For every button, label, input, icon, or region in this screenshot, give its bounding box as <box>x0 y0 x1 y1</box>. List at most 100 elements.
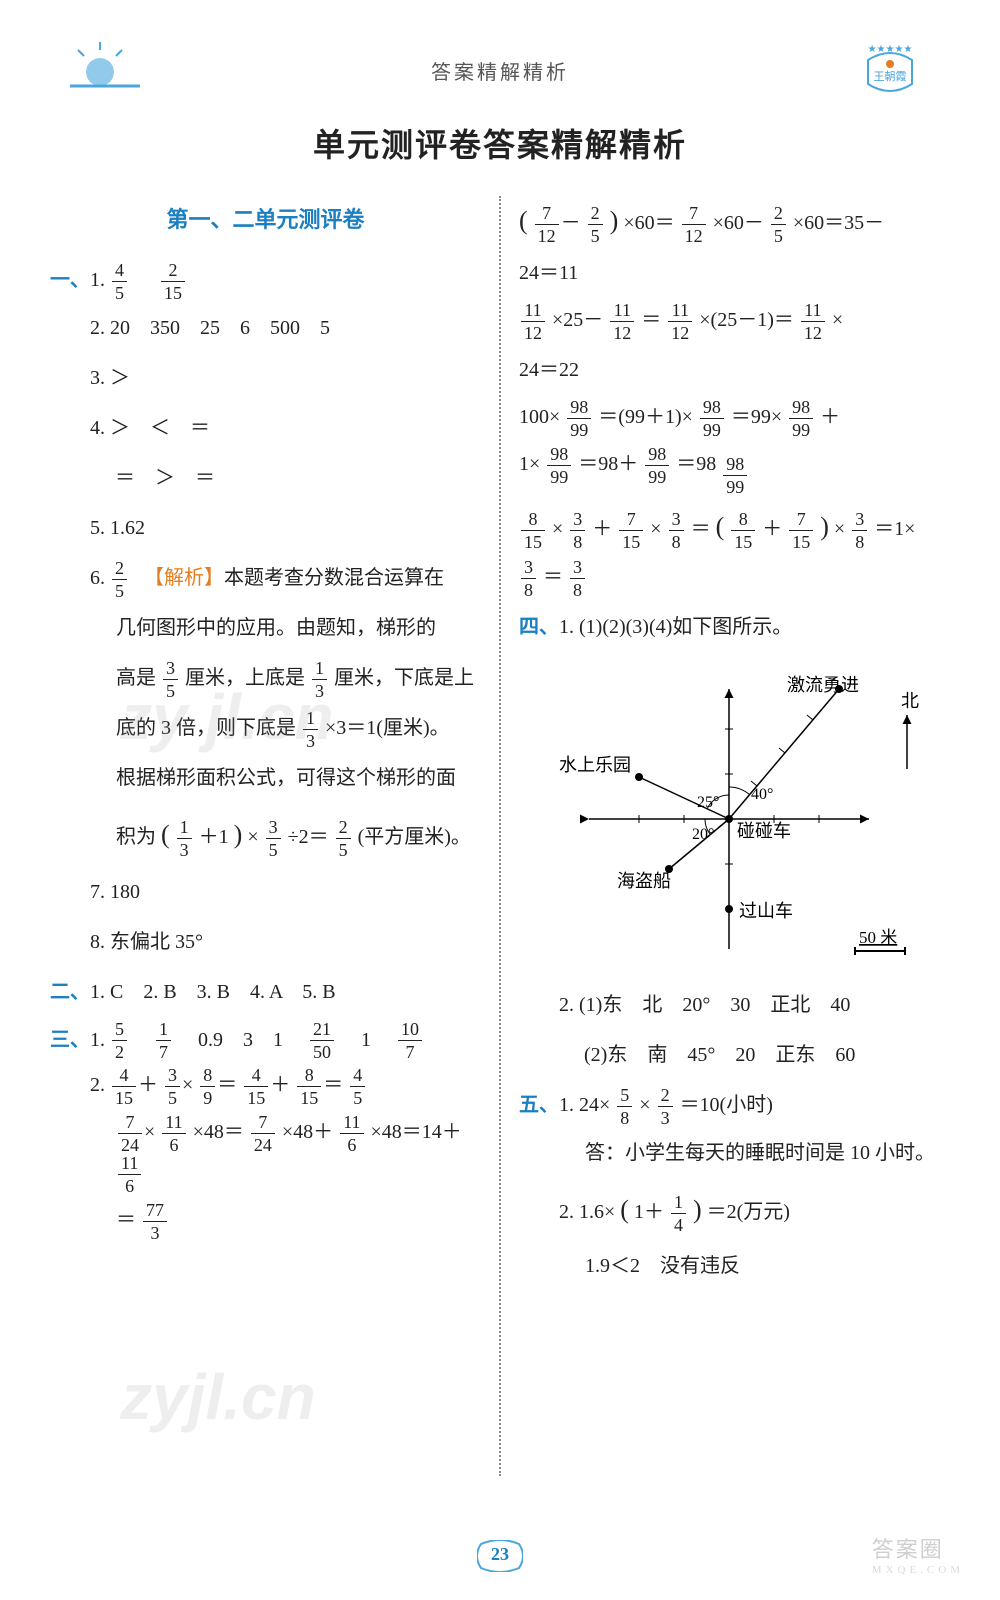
frac: 23 <box>658 1086 673 1127</box>
t: ×25－ <box>552 309 603 331</box>
q1-prefix: 1. <box>90 269 110 291</box>
frac: 2150 <box>310 1020 334 1061</box>
r4: 815 × 38 ＋ 715 × 38 ＝ ( 815 ＋ 715 ) × 38… <box>519 502 950 551</box>
compass-figure: 25° 20° 40° 激流勇进 水上乐园 碰碰车 海盗船 过山车 北 <box>529 659 929 979</box>
svg-text:北: 北 <box>901 691 919 711</box>
t: ＋ <box>592 518 612 540</box>
frac: 25 <box>588 204 603 245</box>
sun-icon <box>70 40 140 90</box>
q6-line1: 6. 25 【解析】本题考查分数混合运算在 <box>50 556 481 600</box>
svg-text:20°: 20° <box>692 826 714 843</box>
q4b: ＝ ＞ ＝ <box>50 456 481 500</box>
svg-text:激流勇进: 激流勇进 <box>787 675 859 695</box>
text: (平方厘米)。 <box>358 826 471 848</box>
frac: 35 <box>266 818 281 859</box>
frac: 712 <box>535 204 559 245</box>
q2: 2. 20 350 25 6 500 5 <box>50 306 481 350</box>
text: 本题考查分数混合运算在 <box>224 567 444 589</box>
frac: 815 <box>297 1066 321 1107</box>
svg-text:40°: 40° <box>751 786 773 803</box>
q6-line3: 高是 35 厘米，上底是 13 厘米，下底是上 <box>50 656 481 700</box>
t: ＋ <box>820 406 840 428</box>
t: × <box>639 1094 650 1116</box>
label-four: 四、 <box>519 605 559 649</box>
t: ×60－ <box>713 212 764 234</box>
frac: 1112 <box>521 301 545 342</box>
t: ×(25－1)＝ <box>699 309 794 331</box>
frac: 38 <box>852 510 867 551</box>
label-five: 五、 <box>519 1083 559 1127</box>
frac: 9899 <box>547 445 571 486</box>
three-2c: ＝ 773 <box>50 1201 481 1242</box>
t: ＝1× <box>874 518 915 540</box>
t: ＝(99＋1)× <box>598 406 693 428</box>
t: × <box>834 518 845 540</box>
page-num-text: 23 <box>477 1544 523 1565</box>
frac: 724 <box>118 1113 142 1154</box>
t: ＝ <box>116 1209 136 1231</box>
header: 答案精解精析 ★★★★★ 王朝霞 <box>50 40 950 100</box>
t: ＝2(万元) <box>707 1201 790 1223</box>
t: ＝98＋ <box>578 453 638 475</box>
label-two: 二、 <box>50 970 90 1014</box>
t: 1＋ <box>634 1201 664 1223</box>
frac: 116 <box>340 1113 363 1154</box>
frac: 38 <box>570 510 585 551</box>
stamp-icon: ★★★★★ 王朝霞 <box>850 40 930 100</box>
frac: 215 <box>161 261 185 302</box>
frac: 89 <box>200 1066 215 1107</box>
text: 高是 <box>116 667 156 689</box>
frac: 9899 <box>567 398 591 439</box>
svg-text:王朝霞: 王朝霞 <box>874 70 907 83</box>
t: ＝ <box>543 566 563 588</box>
t: × <box>552 518 563 540</box>
page: 答案精解精析 ★★★★★ 王朝霞 单元测评卷答案精解精析 第一、二单元测评卷 一… <box>0 0 1000 1600</box>
frac: 52 <box>112 1020 127 1061</box>
r1: ( 712－ 25 ) ×60＝ 712 ×60－ 25 ×60＝35－ <box>519 196 950 245</box>
t: 1 <box>341 1029 391 1051</box>
text: 底的 3 倍，则下底是 <box>116 717 296 739</box>
two: 二、 1. C 2. B 3. B 4. A 5. B <box>50 970 481 1014</box>
t: ＝10(小时) <box>680 1094 773 1116</box>
five-2a: 2. 1.6× ( 1＋ 14 ) ＝2(万元) <box>519 1181 950 1238</box>
frac: 724 <box>251 1113 275 1154</box>
four-1: 1. (1)(2)(3)(4)如下图所示。 <box>559 605 950 649</box>
svg-text:碰碰车: 碰碰车 <box>737 821 791 841</box>
svg-text:海盗船: 海盗船 <box>617 871 671 891</box>
t: ＝ <box>641 309 661 331</box>
r2: 1112 ×25－ 1112 ＝ 1112 ×(25－1)＝ 1112 × <box>519 301 950 342</box>
q5: 5. 1.62 <box>50 506 481 550</box>
frac: 13 <box>177 818 192 859</box>
five: 五、 1. 24× 58 × 23 ＝10(小时) <box>519 1083 950 1127</box>
page-number: 23 <box>477 1540 523 1572</box>
three-1-content: 1. 52 17 0.9 3 1 2150 1 107 <box>90 1018 481 1062</box>
left-column: 第一、二单元测评卷 一、 1. 45 215 2. 20 350 25 6 50… <box>50 196 499 1476</box>
t: ×60＝35－ <box>793 212 884 234</box>
frac: 45 <box>350 1066 365 1107</box>
t: ＝98 <box>676 453 716 475</box>
svg-text:水上乐园: 水上乐园 <box>559 755 631 775</box>
t: ×60＝ <box>623 212 674 234</box>
section-title: 第一、二单元测评卷 <box>50 196 481 244</box>
two-content: 1. C 2. B 3. B 4. A 5. B <box>90 970 481 1014</box>
frac: 38 <box>669 510 684 551</box>
frac: 712 <box>682 204 706 245</box>
q3: 3. ＞ <box>50 356 481 400</box>
right-column: ( 712－ 25 ) ×60＝ 712 ×60－ 25 ×60＝35－ 24＝… <box>501 196 950 1476</box>
brand-text: 答案圈 <box>872 1537 944 1562</box>
frac: 9899 <box>700 398 724 439</box>
text: 厘米，上底是 <box>185 667 305 689</box>
frac: 25 <box>771 204 786 245</box>
frac: 1112 <box>610 301 634 342</box>
columns: 第一、二单元测评卷 一、 1. 45 215 2. 20 350 25 6 50… <box>50 196 950 1476</box>
frac: 116 <box>118 1154 141 1195</box>
frac: 25 <box>112 559 127 600</box>
t: × <box>832 309 843 331</box>
t: ＋ <box>762 518 782 540</box>
four-2a: 2. (1)东 北 20° 30 正北 40 <box>519 983 950 1027</box>
q6-line2: 几何图形中的应用。由题知，梯形的 <box>50 606 481 650</box>
frac: 14 <box>671 1193 686 1234</box>
five-1: 1. 24× 58 × 23 ＝10(小时) <box>559 1083 950 1127</box>
frac: 13 <box>312 659 327 700</box>
t: ＝ <box>691 518 711 540</box>
